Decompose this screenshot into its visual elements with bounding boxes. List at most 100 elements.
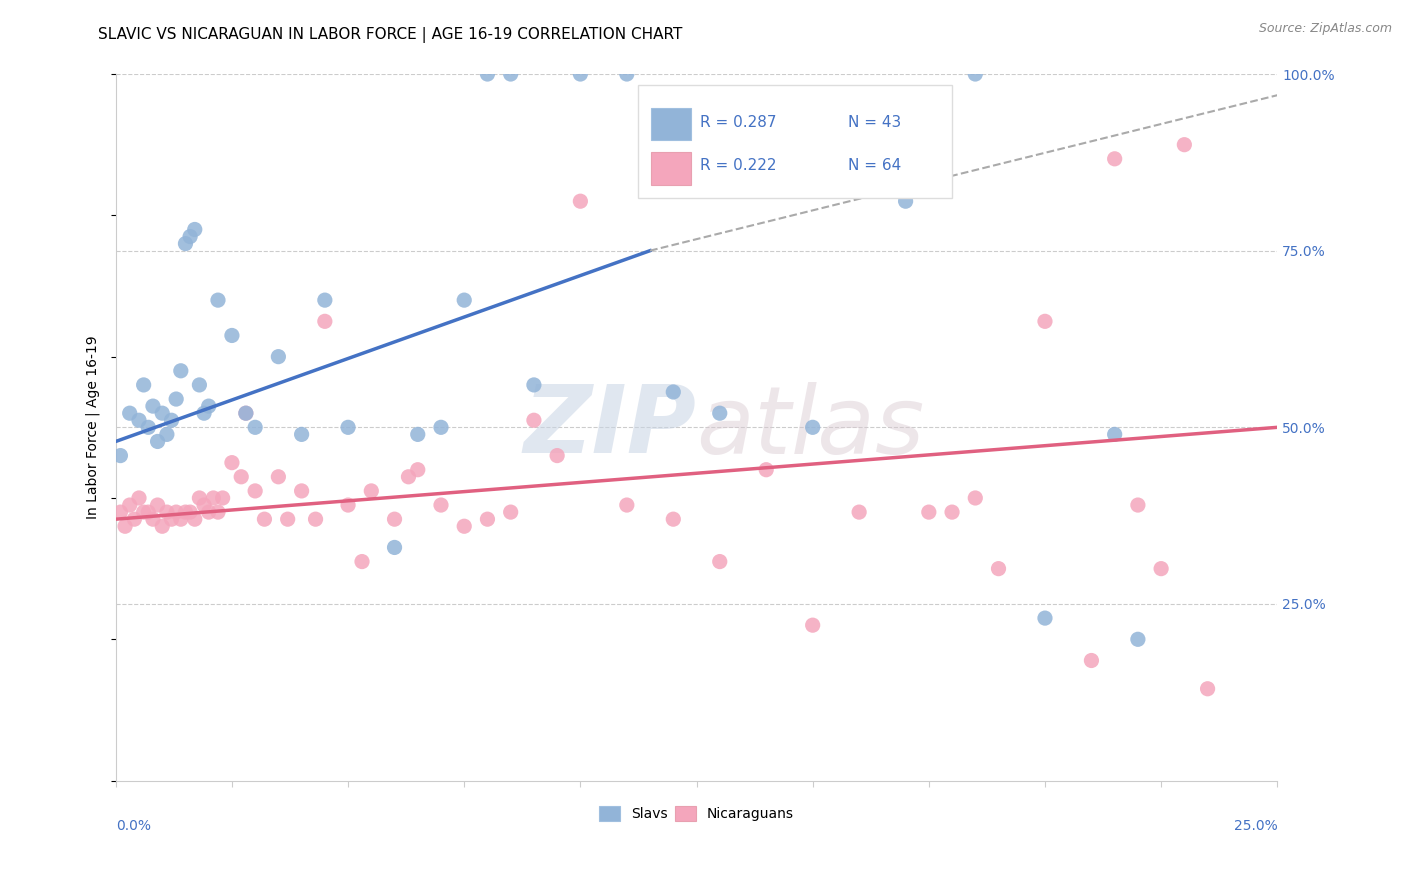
Point — [150, 519, 173, 533]
Point — [477, 512, 499, 526]
Text: ZIP: ZIP — [523, 381, 696, 474]
Point — [165, 505, 187, 519]
Point — [150, 406, 173, 420]
Point — [174, 236, 197, 251]
Point — [146, 434, 169, 449]
Point — [174, 505, 197, 519]
Point — [337, 498, 360, 512]
Point — [709, 406, 731, 420]
Point — [569, 194, 592, 209]
Point — [616, 67, 638, 81]
Point — [477, 67, 499, 81]
Point — [184, 222, 207, 236]
Point — [221, 328, 243, 343]
Point — [384, 512, 406, 526]
Point — [146, 498, 169, 512]
Point — [965, 491, 987, 505]
Point — [118, 406, 141, 420]
Point — [160, 512, 183, 526]
Text: N = 43: N = 43 — [848, 114, 901, 129]
Point — [894, 173, 917, 187]
Point — [1126, 632, 1149, 647]
Point — [709, 555, 731, 569]
Text: atlas: atlas — [696, 382, 925, 473]
Point — [110, 505, 132, 519]
Point — [662, 384, 685, 399]
Point — [211, 491, 233, 505]
Point — [179, 229, 201, 244]
Point — [235, 406, 257, 420]
Point — [170, 364, 193, 378]
Point — [179, 505, 201, 519]
Point — [662, 512, 685, 526]
Point — [277, 512, 299, 526]
Point — [156, 427, 179, 442]
Point — [499, 505, 522, 519]
Point — [1033, 611, 1056, 625]
Point — [453, 293, 475, 307]
Point — [193, 406, 215, 420]
Point — [430, 498, 453, 512]
Point — [184, 512, 207, 526]
Point — [243, 420, 266, 434]
Point — [314, 314, 336, 328]
Point — [398, 470, 420, 484]
Point — [546, 449, 568, 463]
Point — [156, 505, 179, 519]
Point — [569, 67, 592, 81]
Point — [430, 420, 453, 434]
Text: N = 64: N = 64 — [848, 159, 901, 173]
Point — [1080, 653, 1102, 667]
Point — [350, 555, 373, 569]
Point — [267, 350, 290, 364]
Point — [499, 67, 522, 81]
Text: 0.0%: 0.0% — [115, 820, 150, 833]
Point — [165, 392, 187, 406]
Point — [231, 470, 253, 484]
FancyBboxPatch shape — [651, 153, 690, 185]
Text: R = 0.222: R = 0.222 — [700, 159, 776, 173]
Point — [918, 505, 941, 519]
Point — [132, 378, 155, 392]
Point — [160, 413, 183, 427]
Point — [453, 519, 475, 533]
Point — [142, 399, 165, 413]
Point — [243, 483, 266, 498]
Point — [114, 519, 136, 533]
Point — [965, 67, 987, 81]
Point — [128, 413, 150, 427]
Point — [235, 406, 257, 420]
Point — [616, 498, 638, 512]
Point — [1104, 152, 1126, 166]
Point — [894, 194, 917, 209]
Point — [124, 512, 146, 526]
Point — [406, 427, 429, 442]
Point — [136, 420, 159, 434]
Point — [170, 512, 193, 526]
Point — [304, 512, 326, 526]
Point — [202, 491, 225, 505]
Point — [253, 512, 276, 526]
Text: 25.0%: 25.0% — [1233, 820, 1277, 833]
Point — [337, 420, 360, 434]
Point — [406, 463, 429, 477]
Point — [1126, 498, 1149, 512]
Point — [118, 498, 141, 512]
Point — [193, 498, 215, 512]
Point — [291, 427, 314, 442]
Point — [221, 456, 243, 470]
Point — [1173, 137, 1195, 152]
FancyBboxPatch shape — [638, 85, 952, 198]
Point — [267, 470, 290, 484]
Point — [128, 491, 150, 505]
Point — [314, 293, 336, 307]
Point — [207, 293, 229, 307]
Point — [801, 420, 824, 434]
Point — [142, 512, 165, 526]
Point — [110, 449, 132, 463]
FancyBboxPatch shape — [651, 108, 690, 140]
Point — [197, 505, 219, 519]
Point — [188, 378, 211, 392]
Point — [136, 505, 159, 519]
Legend: Slavs, Nicaraguans: Slavs, Nicaraguans — [593, 801, 799, 827]
